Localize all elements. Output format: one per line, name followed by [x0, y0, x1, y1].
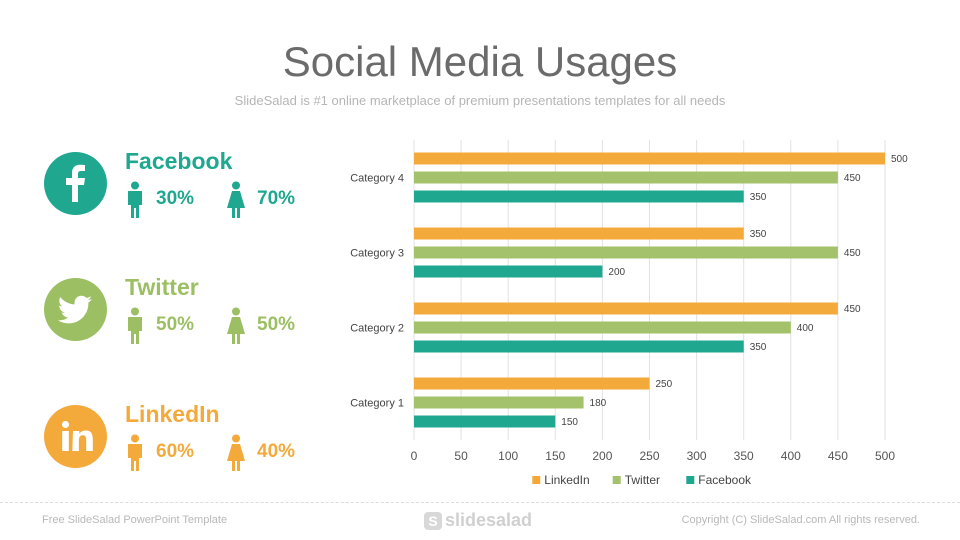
male-icon — [128, 181, 142, 218]
twitter-bird-icon — [44, 278, 107, 341]
legend-label: Facebook — [698, 473, 752, 487]
x-tick-label: 0 — [411, 449, 418, 463]
x-tick-label: 400 — [781, 449, 801, 463]
bar-facebook — [414, 190, 744, 203]
data-label: 450 — [844, 248, 861, 259]
logo-mark-icon: S — [424, 512, 442, 530]
x-tick-label: 50 — [454, 449, 468, 463]
x-tick-label: 100 — [498, 449, 518, 463]
male-icon — [128, 434, 142, 471]
category-label: Category 2 — [350, 323, 404, 335]
bar-linkedin — [414, 227, 744, 240]
legend-label: Twitter — [625, 473, 660, 487]
female-percentage: 50% — [257, 314, 296, 335]
facebook-logo-icon — [44, 152, 107, 215]
female-icon — [227, 181, 245, 218]
bar-twitter — [414, 396, 584, 409]
bar-chart: 0 50 100 150 200 250 300 350 400 450 500 Category 1… — [350, 140, 908, 487]
data-label: 450 — [844, 173, 861, 184]
female-percentage: 70% — [257, 188, 296, 209]
bar-twitter — [414, 171, 838, 184]
footer-template-text: Free SlideSalad PowerPoint Template — [42, 514, 228, 526]
bar-facebook — [414, 340, 744, 353]
female-percentage: 40% — [257, 441, 296, 462]
legend-swatch — [686, 476, 695, 484]
platform-name: Facebook — [125, 148, 233, 174]
female-icon — [227, 307, 245, 344]
legend-swatch — [612, 476, 621, 484]
bar-linkedin — [414, 377, 650, 390]
bar-twitter — [414, 321, 791, 334]
x-tick-label: 500 — [875, 449, 895, 463]
data-label: 180 — [590, 398, 607, 409]
data-label: 450 — [844, 304, 861, 315]
bar-facebook — [414, 415, 556, 428]
logo-text: slidesalad — [445, 510, 533, 530]
legend-label: LinkedIn — [544, 473, 589, 487]
x-tick-label: 450 — [828, 449, 848, 463]
male-percentage: 60% — [156, 441, 195, 462]
data-label: 350 — [750, 342, 767, 353]
linkedin-logo-icon — [44, 405, 107, 468]
bar-linkedin — [414, 152, 885, 165]
legend-swatch — [532, 476, 541, 484]
x-tick-label: 250 — [639, 449, 659, 463]
category-label: Category 4 — [350, 173, 404, 185]
category-label: Category 1 — [350, 398, 404, 410]
data-label: 150 — [561, 417, 578, 428]
bar-linkedin — [414, 302, 838, 315]
data-label: 400 — [797, 323, 814, 334]
footer-copyright: Copyright (C) SlideSalad.com All rights … — [681, 514, 920, 526]
male-icon — [128, 307, 142, 344]
data-label: 250 — [656, 379, 673, 390]
male-percentage: 30% — [156, 188, 195, 209]
x-tick-label: 150 — [545, 449, 565, 463]
x-tick-label: 350 — [734, 449, 754, 463]
male-percentage: 50% — [156, 314, 195, 335]
page-title: Social Media Usages — [282, 38, 678, 85]
platform-name: LinkedIn — [125, 401, 220, 427]
platform-name: Twitter — [125, 274, 199, 300]
platform-facebook: Facebook 30% 70% — [44, 148, 344, 218]
category-label: Category 3 — [350, 248, 404, 260]
bar-twitter — [414, 246, 838, 259]
data-label: 500 — [891, 154, 908, 165]
x-tick-label: 200 — [592, 449, 612, 463]
data-label: 350 — [750, 229, 767, 240]
data-label: 200 — [608, 267, 625, 278]
logo-letter: S — [428, 513, 438, 529]
platform-twitter: Twitter 50% 50% — [44, 274, 344, 344]
platform-linkedin: LinkedIn 60% 40% — [44, 401, 344, 471]
footer-divider — [0, 502, 960, 503]
female-icon — [227, 434, 245, 471]
x-tick-label: 300 — [687, 449, 707, 463]
data-label: 350 — [750, 192, 767, 203]
page-subtitle: SlideSalad is #1 online marketplace of p… — [234, 93, 726, 108]
bar-facebook — [414, 265, 603, 278]
slidesalad-logo: S slidesalad — [424, 510, 554, 532]
